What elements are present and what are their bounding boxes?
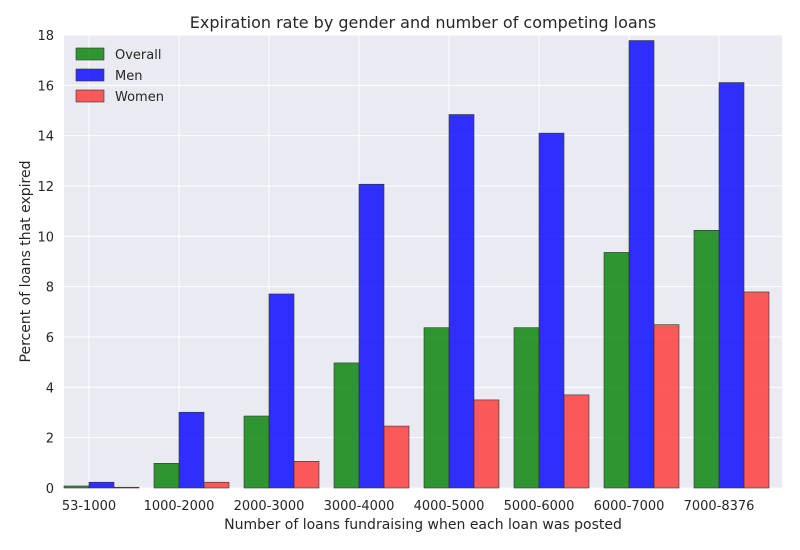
y-axis-ticks: 0 2 4 6 8 10 12 14 16 18 <box>37 29 54 497</box>
x-tick-label: 1000-2000 <box>144 499 215 514</box>
y-tick-label: 16 <box>37 79 54 94</box>
bar-women-6000-7000 <box>653 324 680 489</box>
bar-overall-6000-7000 <box>603 252 630 489</box>
bar-men-4000-5000 <box>448 114 475 489</box>
y-tick-label: 2 <box>46 432 54 447</box>
x-tick-label: 7000-8376 <box>684 499 755 514</box>
y-tick-label: 0 <box>46 482 54 497</box>
bar-overall-5000-6000 <box>513 327 540 489</box>
x-axis-label: Number of loans fundraising when each lo… <box>224 517 622 533</box>
legend-swatch-overall <box>75 47 105 61</box>
bar-men-6000-7000 <box>628 40 655 489</box>
y-tick-label: 12 <box>37 180 54 195</box>
x-tick-label: 2000-3000 <box>234 499 305 514</box>
legend-label-women: Women <box>115 90 164 105</box>
x-tick-label: 53-1000 <box>62 499 116 514</box>
bar-women-3000-4000 <box>383 425 410 489</box>
chart-title: Expiration rate by gender and number of … <box>190 13 656 32</box>
bar-overall-1000-2000 <box>153 463 180 489</box>
x-tick-label: 6000-7000 <box>594 499 665 514</box>
bar-women-53-1000 <box>113 486 140 489</box>
y-tick-label: 4 <box>46 381 54 396</box>
legend-swatch-women <box>75 89 105 103</box>
y-tick-label: 14 <box>37 130 54 145</box>
y-tick-label: 18 <box>37 29 54 44</box>
legend-swatch-men <box>75 68 105 82</box>
bar-overall-7000-8376 <box>693 229 720 489</box>
bar-men-1000-2000 <box>178 411 205 489</box>
bar-men-7000-8376 <box>718 82 745 489</box>
y-axis-label: Percent of loans that expired <box>18 161 34 363</box>
legend: Overall Men Women <box>75 47 164 105</box>
bar-women-1000-2000 <box>203 481 230 489</box>
bar-men-5000-6000 <box>538 132 565 489</box>
bar-overall-53-1000 <box>63 485 90 489</box>
bar-women-2000-3000 <box>293 461 320 489</box>
x-tick-label: 4000-5000 <box>414 499 485 514</box>
bar-men-3000-4000 <box>358 183 385 489</box>
bar-men-53-1000 <box>88 481 115 489</box>
x-tick-label: 5000-6000 <box>504 499 575 514</box>
bar-men-2000-3000 <box>268 293 295 489</box>
x-axis-ticks: 53-1000 1000-2000 2000-3000 3000-4000 4000-5… <box>62 499 755 514</box>
x-tick-label: 3000-4000 <box>324 499 395 514</box>
bar-overall-3000-4000 <box>333 362 360 489</box>
legend-label-men: Men <box>115 69 142 84</box>
y-tick-label: 10 <box>37 230 54 245</box>
y-tick-label: 6 <box>46 331 54 346</box>
bar-women-7000-8376 <box>743 291 770 489</box>
bar-women-5000-6000 <box>563 394 590 489</box>
bar-overall-4000-5000 <box>423 327 450 489</box>
y-tick-label: 8 <box>46 281 54 296</box>
legend-label-overall: Overall <box>115 48 161 63</box>
bar-overall-2000-3000 <box>243 415 270 489</box>
bar-women-4000-5000 <box>473 399 500 489</box>
bars <box>63 40 770 489</box>
